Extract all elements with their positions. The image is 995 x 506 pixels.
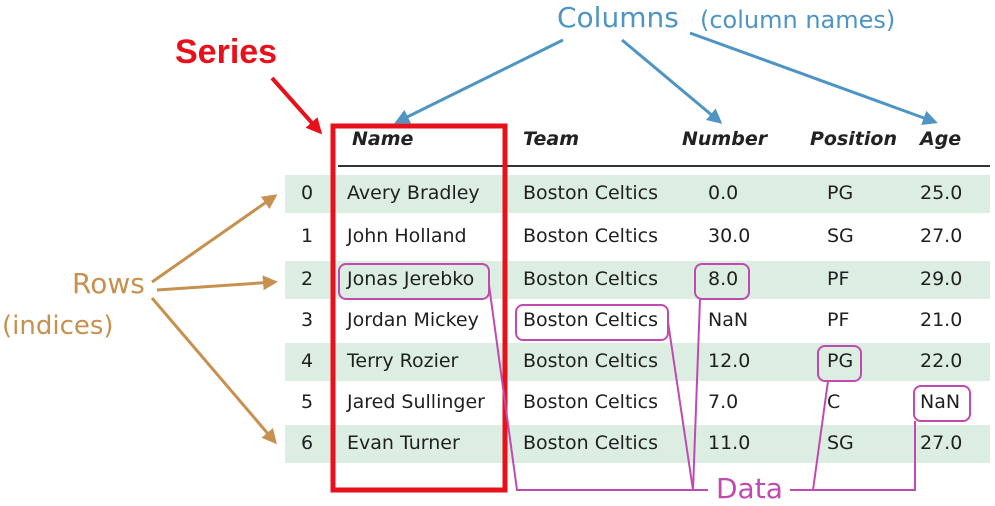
data-connector-age [813, 421, 916, 491]
cell-team: Boston Celtics [523, 182, 659, 204]
cell-age: NaN [920, 391, 961, 413]
table-row: 4 Terry Rozier Boston Celtics 12.0 PG 22… [285, 343, 990, 381]
cell-position: PG [827, 350, 854, 372]
rows-note: (indices) [2, 311, 114, 341]
data-connector-name [488, 284, 708, 491]
cell-number: NaN [708, 309, 749, 331]
data-box-name [338, 263, 490, 300]
row-index: 3 [301, 309, 314, 331]
cell-position: PF [827, 268, 850, 290]
rows-arrow-6 [150, 297, 277, 445]
data-box-position [817, 345, 862, 382]
header-number: Number [682, 128, 768, 150]
row-index: 4 [301, 350, 314, 372]
data-connector-position [790, 380, 829, 491]
header-team: Team [523, 128, 580, 150]
cell-age: 25.0 [920, 182, 963, 204]
series-box [330, 123, 508, 493]
header-age: Age [920, 128, 962, 150]
table-row: 3 Jordan Mickey Boston Celtics NaN PF 21… [285, 302, 990, 340]
cell-number: 30.0 [708, 225, 751, 247]
series-label: Series [175, 33, 278, 71]
cell-age: 27.0 [920, 432, 963, 454]
table-row: 5 Jared Sullinger Boston Celtics 7.0 C N… [285, 384, 990, 422]
cell-team: Boston Celtics [523, 350, 659, 372]
cell-name: Terry Rozier [347, 350, 459, 372]
cell-number: 0.0 [708, 182, 739, 204]
cell-name: Jared Sullinger [347, 391, 485, 413]
rows-arrow-0 [151, 194, 278, 284]
columns-arrow-number [621, 38, 723, 124]
cell-age: 29.0 [920, 268, 963, 290]
cell-number: 11.0 [708, 432, 751, 454]
header-position: Position [810, 128, 897, 150]
table-row: 0 Avery Bradley Boston Celtics 0.0 PG 25… [285, 175, 990, 213]
cell-name: Avery Bradley [347, 182, 480, 204]
cell-name: Jonas Jerebko [347, 268, 475, 290]
cell-team: Boston Celtics [523, 225, 659, 247]
table-row: 6 Evan Turner Boston Celtics 11.0 SG 27.… [285, 425, 990, 463]
columns-arrow-age [689, 31, 938, 125]
cell-position: PF [827, 309, 850, 331]
cell-number: 7.0 [708, 391, 739, 413]
cell-team: Boston Celtics [523, 268, 659, 290]
cell-age: 27.0 [920, 225, 963, 247]
cell-position: C [827, 391, 841, 413]
columns-label: Columns [557, 1, 679, 34]
row-index: 0 [301, 182, 314, 204]
row-index: 6 [301, 432, 314, 454]
data-label: Data [716, 472, 783, 505]
rows-arrow-2 [156, 275, 278, 292]
header-name: Name [352, 128, 414, 150]
cell-position: PG [827, 182, 854, 204]
data-box-age [913, 385, 971, 422]
cell-position: SG [827, 432, 854, 454]
data-box-team [515, 304, 669, 341]
cell-name: Evan Turner [347, 432, 460, 454]
cell-team: Boston Celtics [523, 391, 659, 413]
cell-number: 12.0 [708, 350, 751, 372]
data-connector-team [667, 321, 694, 491]
cell-age: 22.0 [920, 350, 963, 372]
cell-position: SG [827, 225, 854, 247]
cell-age: 21.0 [920, 309, 963, 331]
data-connector-number [692, 298, 701, 491]
cell-name: John Holland [347, 225, 467, 247]
header-rule [338, 165, 990, 167]
table-row: 1 John Holland Boston Celtics 30.0 SG 27… [285, 218, 990, 256]
columns-arrow-name [394, 38, 564, 124]
cell-number: 8.0 [708, 268, 739, 290]
data-box-number [694, 263, 750, 300]
row-index: 5 [301, 391, 314, 413]
rows-label: Rows [72, 267, 145, 300]
table-row: 2 Jonas Jerebko Boston Celtics 8.0 PF 29… [285, 261, 990, 299]
columns-note: (column names) [700, 6, 896, 34]
series-arrow [270, 76, 323, 135]
row-index: 2 [301, 268, 314, 290]
cell-team: Boston Celtics [523, 432, 659, 454]
cell-team: Boston Celtics [523, 309, 659, 331]
row-index: 1 [301, 225, 314, 247]
cell-name: Jordan Mickey [347, 309, 479, 331]
